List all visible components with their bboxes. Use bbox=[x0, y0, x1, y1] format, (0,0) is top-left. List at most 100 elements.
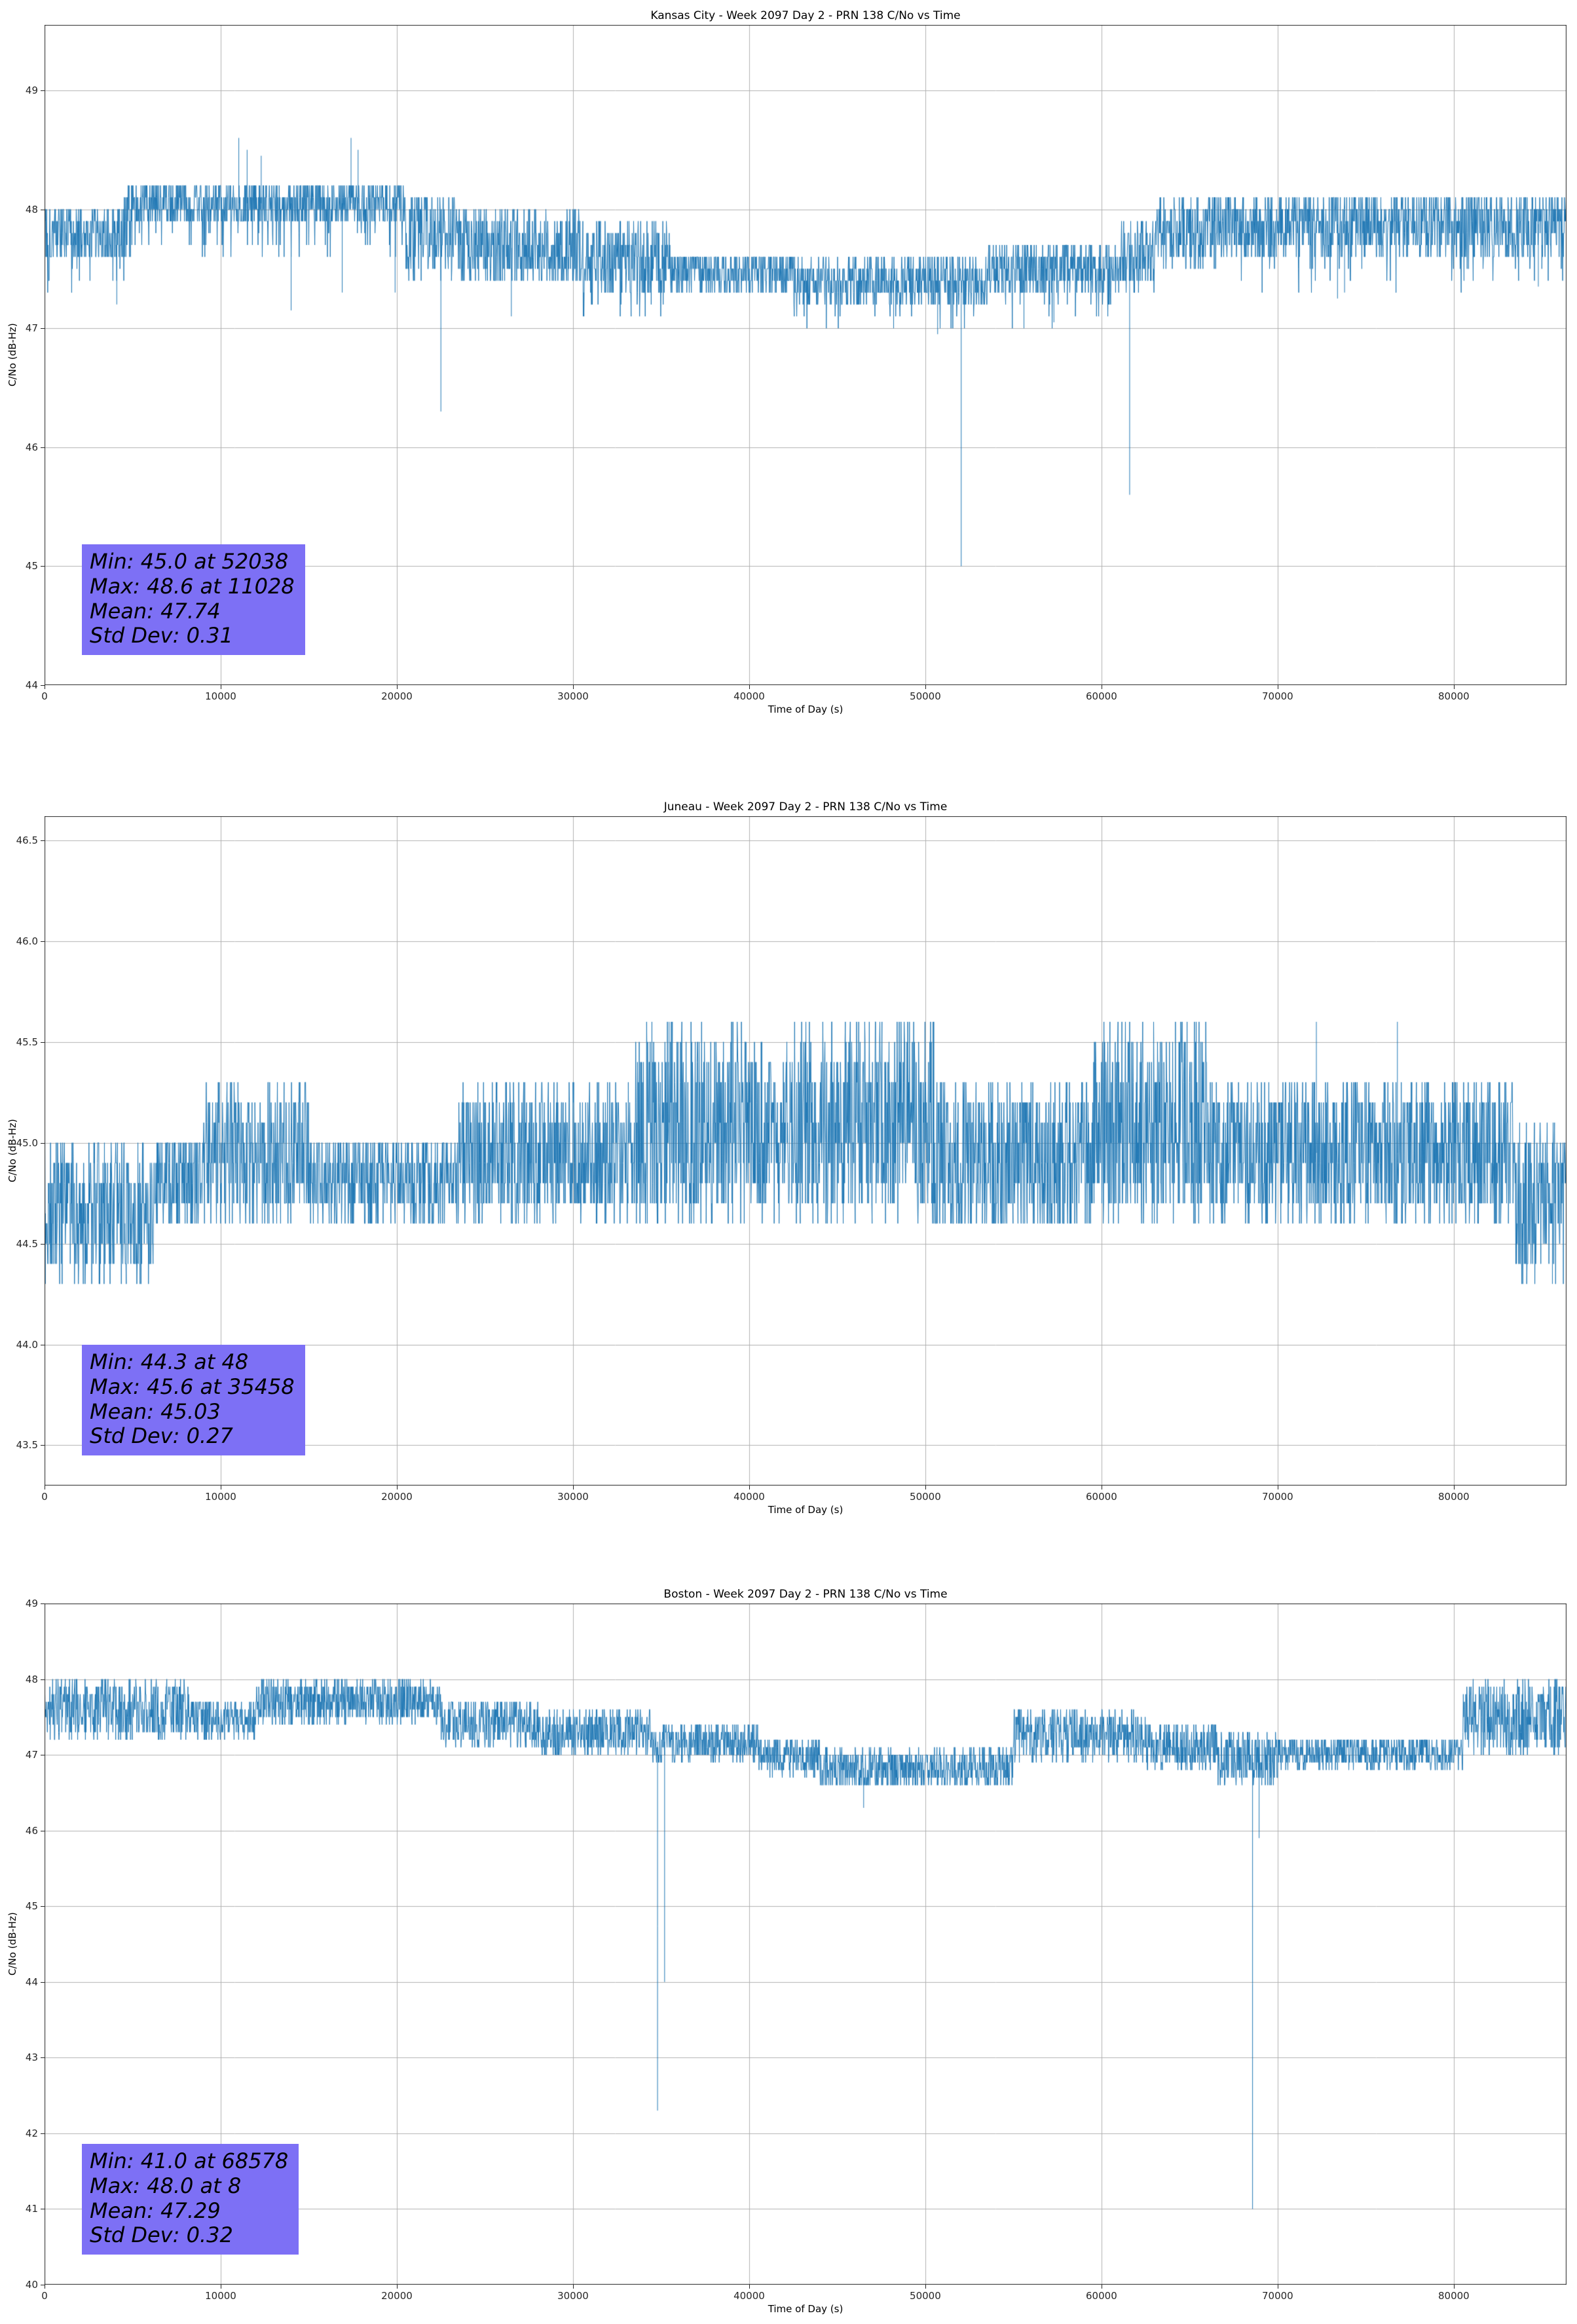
x-tick-label: 20000 bbox=[381, 2290, 413, 2302]
y-tick-label: 47 bbox=[25, 1749, 38, 1761]
x-tick-label: 60000 bbox=[1086, 690, 1117, 702]
plot-area: Min: 44.3 at 48 Max: 45.6 at 35458 Mean:… bbox=[16, 816, 1567, 1503]
x-tick-mark bbox=[573, 2285, 574, 2289]
y-axis-label: C/No (dB-Hz) bbox=[7, 1912, 18, 1976]
stats-mean: Mean: 47.74 bbox=[90, 598, 221, 624]
y-tick-label: 43 bbox=[25, 2052, 38, 2064]
y-tick-mark bbox=[41, 1244, 45, 1245]
x-tick-mark bbox=[397, 685, 398, 689]
chart-boston: Boston - Week 2097 Day 2 - PRN 138 C/No … bbox=[0, 1588, 1577, 2315]
y-tick-mark bbox=[41, 566, 45, 567]
y-tick-mark bbox=[41, 1042, 45, 1043]
x-tick-label: 10000 bbox=[205, 690, 236, 702]
x-tick-label: 30000 bbox=[557, 2290, 589, 2302]
x-tick-label: 40000 bbox=[733, 1491, 765, 1503]
y-tick-label: 45.5 bbox=[16, 1036, 38, 1048]
stats-mean: Mean: 47.29 bbox=[90, 2198, 221, 2223]
x-tick-label: 70000 bbox=[1262, 690, 1293, 702]
x-tick-mark bbox=[925, 2285, 926, 2289]
y-tick-label: 46 bbox=[25, 441, 38, 453]
x-tick-label: 0 bbox=[41, 1491, 48, 1503]
x-tick-mark bbox=[397, 2285, 398, 2289]
y-tick-label: 47 bbox=[25, 322, 38, 335]
x-tick-mark bbox=[397, 1486, 398, 1490]
chart-title: Boston - Week 2097 Day 2 - PRN 138 C/No … bbox=[663, 1588, 948, 1601]
x-tick-mark bbox=[749, 1486, 750, 1490]
chart-kansas-city: Kansas City - Week 2097 Day 2 - PRN 138 … bbox=[0, 9, 1577, 715]
y-tick-label: 44 bbox=[25, 1976, 38, 1988]
y-tick-label: 44 bbox=[25, 679, 38, 691]
y-tick-label: 48 bbox=[25, 1673, 38, 1685]
x-tick-label: 10000 bbox=[205, 2290, 236, 2302]
y-tick-mark bbox=[41, 1445, 45, 1446]
chart-juneau: Juneau - Week 2097 Day 2 - PRN 138 C/No … bbox=[0, 800, 1577, 1516]
stats-box: Min: 44.3 at 48 Max: 45.6 at 35458 Mean:… bbox=[82, 1345, 305, 1455]
x-tick-label: 80000 bbox=[1438, 1491, 1470, 1503]
y-tick-label: 43.5 bbox=[16, 1439, 38, 1452]
x-axis-label: Time of Day (s) bbox=[768, 703, 844, 715]
stats-min: Min: 45.0 at 52038 bbox=[90, 549, 289, 574]
x-tick-mark bbox=[749, 2285, 750, 2289]
x-tick-mark bbox=[1454, 1486, 1455, 1490]
x-tick-mark bbox=[1454, 685, 1455, 689]
x-tick-label: 50000 bbox=[910, 690, 941, 702]
y-tick-mark bbox=[41, 840, 45, 841]
y-tick-label: 49 bbox=[25, 84, 38, 96]
y-axis-label: C/No (dB-Hz) bbox=[7, 323, 18, 387]
y-tick-label: 44.0 bbox=[16, 1338, 38, 1351]
x-tick-label: 80000 bbox=[1438, 690, 1470, 702]
plot-area: Min: 45.0 at 52038 Max: 48.6 at 11028 Me… bbox=[26, 25, 1567, 702]
x-tick-label: 20000 bbox=[381, 1491, 413, 1503]
stats-box: Min: 41.0 at 68578 Max: 48.0 at 8 Mean: … bbox=[82, 2144, 299, 2255]
y-tick-mark bbox=[41, 1982, 45, 1983]
y-tick-mark bbox=[41, 328, 45, 329]
y-tick-mark bbox=[41, 685, 45, 686]
x-tick-label: 50000 bbox=[910, 2290, 941, 2302]
chart-title: Kansas City - Week 2097 Day 2 - PRN 138 … bbox=[650, 9, 961, 22]
y-tick-mark bbox=[41, 90, 45, 91]
x-tick-mark bbox=[573, 685, 574, 689]
x-tick-mark bbox=[925, 1486, 926, 1490]
x-tick-label: 0 bbox=[41, 690, 48, 702]
x-tick-mark bbox=[925, 685, 926, 689]
stats-stddev: Std Dev: 0.32 bbox=[90, 2222, 233, 2248]
plot-area: Min: 41.0 at 68578 Max: 48.0 at 8 Mean: … bbox=[26, 1598, 1567, 2302]
x-tick-label: 60000 bbox=[1086, 2290, 1117, 2302]
x-tick-label: 60000 bbox=[1086, 1491, 1117, 1503]
stats-box: Min: 45.0 at 52038 Max: 48.6 at 11028 Me… bbox=[82, 544, 305, 655]
y-tick-mark bbox=[41, 1679, 45, 1680]
stats-stddev: Std Dev: 0.31 bbox=[90, 623, 233, 648]
y-axis-label: C/No (dB-Hz) bbox=[7, 1119, 18, 1183]
x-tick-label: 50000 bbox=[910, 1491, 941, 1503]
x-axis-label: Time of Day (s) bbox=[768, 1504, 844, 1516]
y-tick-label: 40 bbox=[25, 2279, 38, 2291]
x-tick-label: 20000 bbox=[381, 690, 413, 702]
stats-min: Min: 41.0 at 68578 bbox=[90, 2148, 289, 2173]
y-tick-label: 42 bbox=[25, 2127, 38, 2139]
y-tick-label: 45.0 bbox=[16, 1136, 38, 1149]
x-tick-label: 70000 bbox=[1262, 2290, 1293, 2302]
y-tick-mark bbox=[41, 447, 45, 448]
x-tick-label: 70000 bbox=[1262, 1491, 1293, 1503]
x-axis-label: Time of Day (s) bbox=[768, 2303, 844, 2315]
y-tick-label: 46 bbox=[25, 1824, 38, 1837]
stats-min: Min: 44.3 at 48 bbox=[90, 1349, 249, 1374]
y-tick-label: 49 bbox=[25, 1598, 38, 1609]
x-tick-label: 30000 bbox=[557, 690, 589, 702]
x-tick-label: 80000 bbox=[1438, 2290, 1470, 2302]
x-tick-label: 40000 bbox=[733, 690, 765, 702]
y-tick-label: 48 bbox=[25, 203, 38, 216]
stats-max: Max: 45.6 at 35458 bbox=[90, 1374, 295, 1399]
chart-title: Juneau - Week 2097 Day 2 - PRN 138 C/No … bbox=[663, 800, 948, 814]
x-tick-label: 0 bbox=[41, 2290, 48, 2302]
y-tick-label: 45 bbox=[25, 1900, 38, 1913]
x-tick-label: 30000 bbox=[557, 1491, 589, 1503]
y-tick-mark bbox=[41, 1906, 45, 1907]
y-tick-mark bbox=[41, 941, 45, 942]
y-tick-mark bbox=[41, 1143, 45, 1144]
stats-max: Max: 48.6 at 11028 bbox=[90, 573, 295, 599]
x-tick-label: 10000 bbox=[205, 1491, 236, 1503]
x-tick-mark bbox=[573, 1486, 574, 1490]
y-tick-label: 46.0 bbox=[16, 935, 38, 947]
